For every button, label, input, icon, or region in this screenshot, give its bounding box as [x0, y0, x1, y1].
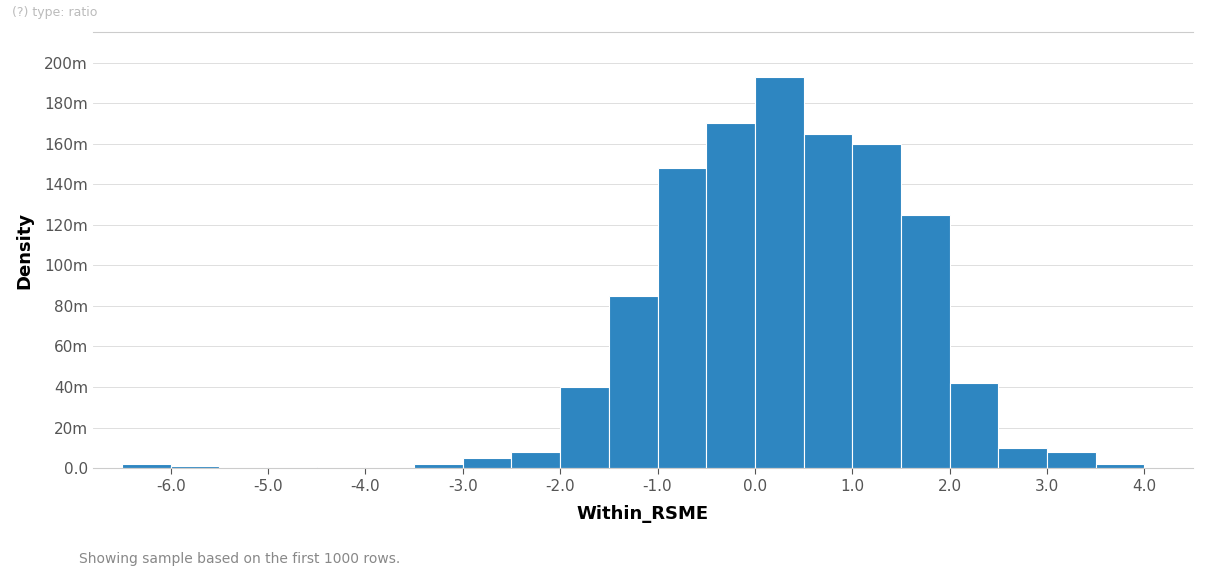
Bar — [1047, 452, 1096, 468]
Bar — [220, 467, 268, 468]
Bar — [366, 467, 414, 468]
Bar — [511, 452, 561, 468]
Bar — [463, 458, 511, 468]
Bar — [122, 464, 170, 468]
Bar — [657, 168, 707, 468]
Bar — [755, 77, 803, 468]
Bar — [316, 467, 366, 468]
Bar — [268, 467, 316, 468]
Bar — [707, 124, 755, 468]
Bar — [803, 133, 853, 468]
Bar — [853, 144, 901, 468]
Bar — [901, 214, 949, 468]
Bar — [561, 387, 609, 468]
Bar — [170, 466, 220, 468]
Text: Showing sample based on the first 1000 rows.: Showing sample based on the first 1000 r… — [79, 553, 400, 566]
Y-axis label: Density: Density — [14, 212, 33, 289]
Bar — [998, 448, 1047, 468]
X-axis label: Within_RSME: Within_RSME — [577, 505, 709, 523]
Bar — [949, 383, 998, 468]
Bar — [414, 464, 463, 468]
Bar — [609, 296, 657, 468]
Bar — [1096, 464, 1144, 468]
Text: (?) type: ratio: (?) type: ratio — [12, 6, 98, 19]
